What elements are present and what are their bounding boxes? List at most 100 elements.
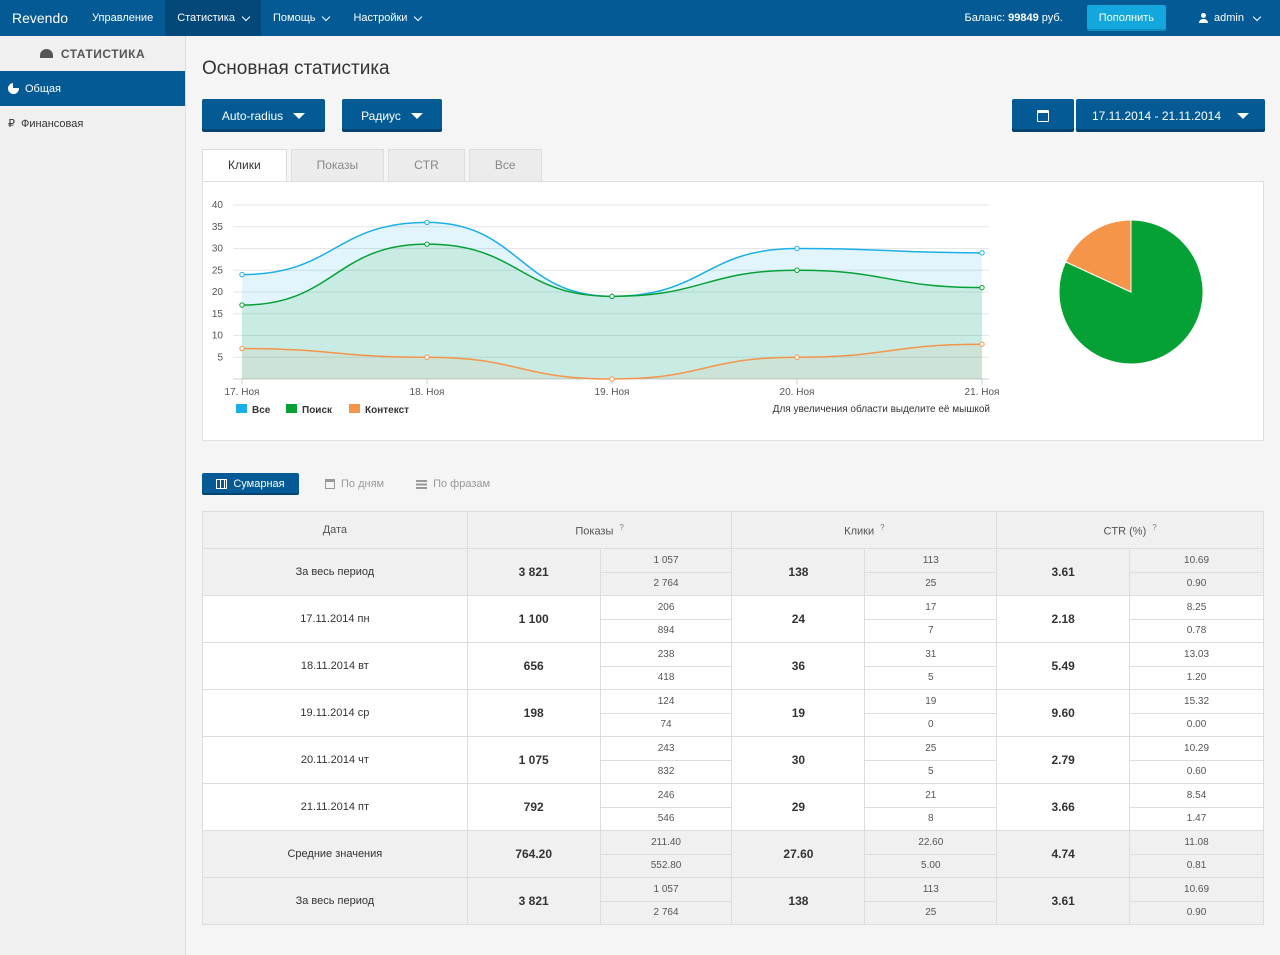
caret-down-icon bbox=[1237, 112, 1249, 119]
user-menu[interactable]: admin bbox=[1198, 12, 1262, 24]
data-point bbox=[239, 345, 245, 352]
tab-all[interactable]: Все bbox=[468, 149, 542, 182]
cell-ctr-total: 3.66 bbox=[996, 783, 1131, 831]
dropdown-label: Auto-radius bbox=[221, 108, 284, 123]
cell-clicks-search: 22.60 bbox=[864, 830, 998, 855]
table-row: За весь период 3 821 1 057 138 113 3.61 10.69 bbox=[202, 548, 1264, 596]
metric-tabs: Клики Показы CTR Все bbox=[202, 149, 542, 182]
x-tick-label: 17. Ноя bbox=[225, 387, 260, 398]
cell-ctr-context: 0.90 bbox=[1129, 571, 1264, 596]
cell-date: 17.11.2014 пн bbox=[202, 595, 468, 643]
cell-clicks-search: 21 bbox=[864, 783, 998, 808]
table-body: За весь период 3 821 1 057 138 113 3.61 10.69 2… bbox=[202, 548, 1264, 925]
nav-item-management[interactable]: Управление bbox=[80, 0, 165, 36]
cell-clicks-total: 29 bbox=[731, 783, 866, 831]
cell-date: 21.11.2014 пт bbox=[202, 783, 468, 831]
user-name: admin bbox=[1214, 12, 1244, 24]
tab-ctr[interactable]: CTR bbox=[388, 149, 465, 182]
legend-label[interactable]: Поиск bbox=[302, 405, 333, 416]
cell-shows-context: 2 764 bbox=[599, 900, 733, 925]
cell-shows-search: 124 bbox=[599, 689, 733, 714]
tab-shows[interactable]: Показы bbox=[290, 149, 385, 182]
date-range-dropdown[interactable]: 17.11.2014 - 21.11.2014 bbox=[1076, 99, 1265, 132]
cell-clicks-context: 25 bbox=[864, 900, 998, 925]
y-tick-label: 25 bbox=[212, 265, 224, 276]
cell-shows-search: 246 bbox=[599, 783, 733, 808]
cell-clicks-search: 113 bbox=[864, 548, 998, 573]
cell-clicks-search: 25 bbox=[864, 736, 998, 761]
cell-ctr-search: 10.69 bbox=[1129, 877, 1264, 902]
calendar-button[interactable] bbox=[1012, 99, 1074, 132]
help-icon[interactable]: ? bbox=[880, 522, 885, 532]
stats-table: Дата Показы? Клики? CTR (%)? За весь пер… bbox=[202, 511, 1264, 925]
cell-ctr-context: 1.20 bbox=[1129, 665, 1264, 690]
cell-shows-total: 3 821 bbox=[466, 877, 601, 925]
cell-ctr-total: 9.60 bbox=[996, 689, 1131, 737]
header-label: Клики bbox=[844, 525, 875, 538]
view-by-phrases-button[interactable]: По фразам bbox=[400, 473, 506, 495]
sidebar-item-financial[interactable]: ₽ Финансовая bbox=[0, 106, 185, 141]
data-point bbox=[609, 293, 615, 300]
cell-clicks-context: 0 bbox=[864, 712, 998, 737]
brand-logo[interactable]: Revendo bbox=[12, 10, 69, 26]
table-row-sub: 894 7 0.78 bbox=[203, 618, 1264, 643]
y-tick-label: 30 bbox=[212, 244, 224, 255]
table-row-sub: 418 5 1.20 bbox=[203, 665, 1264, 690]
cell-shows-total: 1 100 bbox=[466, 595, 601, 643]
x-tick-label: 21. Ноя bbox=[965, 387, 1000, 398]
cell-shows-total: 764.20 bbox=[466, 830, 601, 878]
cell-date: 18.11.2014 вт bbox=[202, 642, 468, 690]
sidebar-item-general[interactable]: Общая bbox=[0, 71, 185, 106]
line-chart[interactable]: 5 10 15 20 25 30 35 40 17. Ноя 18. Ноя 19. Ноя 20. … bbox=[203, 182, 1265, 442]
cell-clicks-total: 24 bbox=[731, 595, 866, 643]
y-tick-label: 10 bbox=[212, 331, 224, 342]
legend-label[interactable]: Контекст bbox=[365, 405, 409, 416]
cell-clicks-search: 19 bbox=[864, 689, 998, 714]
cell-ctr-total: 2.79 bbox=[996, 736, 1131, 784]
auto-radius-dropdown[interactable]: Auto-radius bbox=[202, 99, 325, 132]
cell-clicks-context: 5.00 bbox=[864, 853, 998, 878]
radius-dropdown[interactable]: Радиус bbox=[342, 99, 442, 132]
cell-shows-context: 832 bbox=[599, 759, 733, 784]
y-tick-label: 35 bbox=[212, 222, 224, 233]
data-point bbox=[979, 284, 985, 291]
cell-shows-total: 656 bbox=[466, 642, 601, 690]
cell-ctr-search: 8.54 bbox=[1129, 783, 1264, 808]
data-point bbox=[794, 267, 800, 273]
table-row: За весь период 3 821 1 057 138 113 3.61 10.69 bbox=[202, 877, 1264, 925]
view-summary-button[interactable]: Сумарная bbox=[202, 473, 299, 495]
series-area bbox=[242, 344, 982, 379]
cell-date: Средние значения bbox=[202, 830, 468, 878]
nav-item-statistics[interactable]: Статистика bbox=[165, 0, 261, 36]
legend-swatch bbox=[349, 404, 360, 413]
pie-slice bbox=[1064, 219, 1132, 293]
help-icon[interactable]: ? bbox=[1152, 522, 1157, 532]
cell-shows-search: 1 057 bbox=[599, 877, 733, 902]
table-row-sub: 74 0 0.00 bbox=[203, 712, 1264, 737]
nav-item-help[interactable]: Помощь bbox=[261, 0, 342, 36]
chart-panel: 5 10 15 20 25 30 35 40 17. Ноя 18. Ноя 19. Ноя 20. … bbox=[202, 181, 1264, 441]
cell-shows-context: 74 bbox=[599, 712, 733, 737]
chevron-down-icon bbox=[322, 12, 331, 21]
top-navbar: Revendo Управление Статистика Помощь Нас… bbox=[0, 0, 1280, 36]
cell-clicks-total: 27.60 bbox=[731, 830, 866, 878]
legend-label[interactable]: Все bbox=[252, 405, 271, 416]
view-by-days-button[interactable]: По дням bbox=[309, 473, 400, 495]
ruble-icon: ₽ bbox=[8, 118, 15, 130]
cell-shows-context: 552.80 bbox=[599, 853, 733, 878]
nav-item-settings[interactable]: Настройки bbox=[341, 0, 433, 36]
table-row: 19.11.2014 ср 198 124 19 19 9.60 15.32 bbox=[202, 689, 1264, 737]
data-point bbox=[794, 245, 800, 252]
topup-button[interactable]: Пополнить bbox=[1086, 5, 1167, 31]
cell-shows-search: 238 bbox=[599, 642, 733, 667]
sidebar-title-text: СТАТИСТИКА bbox=[60, 46, 146, 61]
cell-ctr-search: 15.32 bbox=[1129, 689, 1264, 714]
cell-shows-total: 3 821 bbox=[466, 548, 601, 596]
data-point bbox=[979, 341, 985, 347]
y-tick-label: 20 bbox=[212, 287, 224, 298]
header-label: CTR (%) bbox=[1103, 525, 1147, 538]
sidebar-title: СТАТИСТИКА bbox=[0, 36, 185, 71]
tab-clicks[interactable]: Клики bbox=[202, 149, 287, 182]
help-icon[interactable]: ? bbox=[619, 522, 624, 532]
cell-ctr-context: 0.90 bbox=[1129, 900, 1264, 925]
